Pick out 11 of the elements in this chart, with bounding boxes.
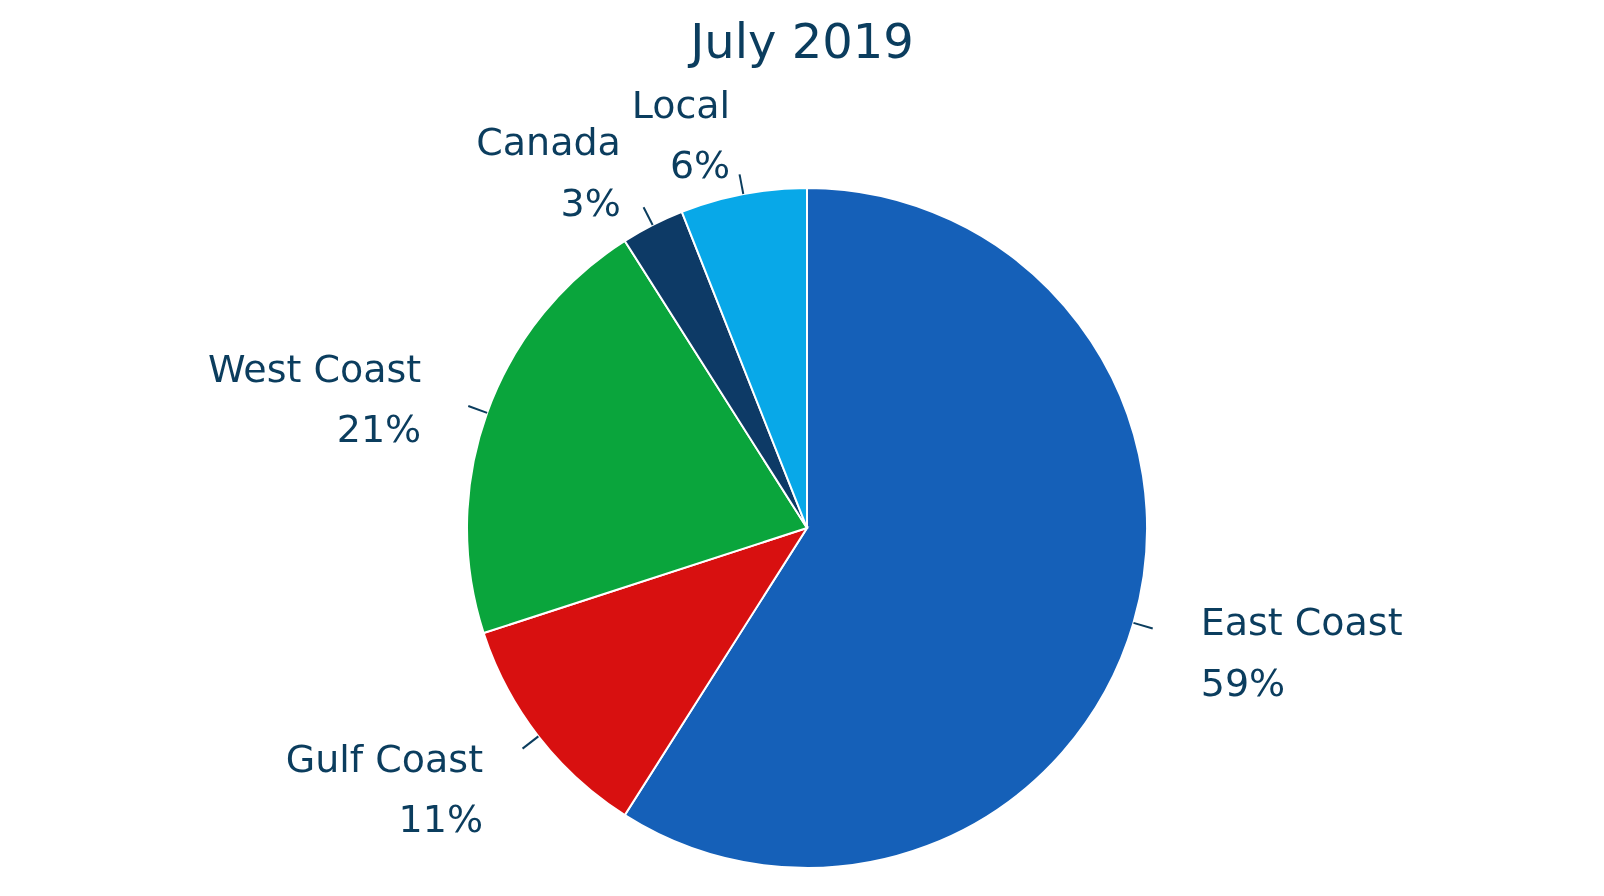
data-label: 11% [398, 797, 484, 842]
data-label: 21% [336, 407, 422, 452]
data-label: 59% [1200, 660, 1286, 705]
slice-label: East Coast [1200, 599, 1403, 644]
slice-label: Gulf Coast [285, 736, 484, 781]
slice-label: Canada [476, 120, 621, 165]
slice-label: Local [631, 82, 731, 127]
chart-title: July 2019 [687, 13, 914, 69]
data-label: 3% [560, 180, 621, 225]
slice-label: West Coast [207, 346, 422, 391]
data-label: 6% [669, 143, 731, 188]
